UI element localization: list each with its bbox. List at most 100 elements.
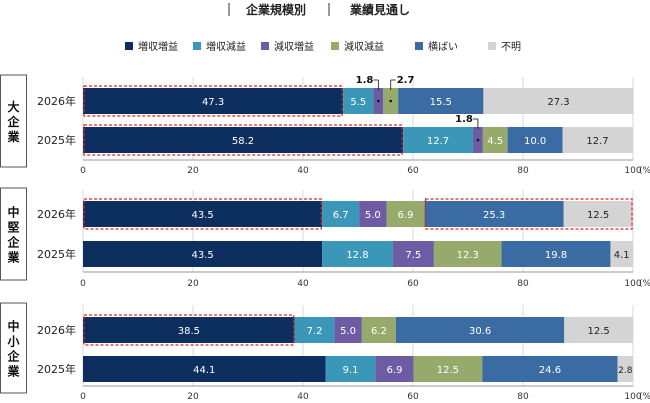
data-label: 43.5 (191, 210, 213, 221)
legend-item: 減収減益 (331, 40, 384, 53)
bar-segment (334, 317, 362, 343)
tick-label: 40 (297, 392, 309, 402)
highlight-box (424, 198, 633, 230)
group-label-char: 中 (7, 205, 19, 220)
legend-item: 増収増益 (125, 40, 178, 53)
group-label-box (0, 302, 27, 394)
data-label: 2.7 (397, 75, 415, 86)
data-label: 6.9 (398, 210, 414, 221)
axis-unit-label: (%) (639, 279, 650, 289)
bar-row: 2026年 43.5 6.7 5.0 6.9 25.3 12.5 (37, 198, 633, 230)
data-label: 7.5 (405, 250, 421, 261)
axis-unit-label: (%) (639, 166, 650, 176)
legend-item: 不明 (488, 41, 521, 53)
group-label-char: 中 (7, 319, 19, 334)
legend-swatch (331, 42, 339, 50)
legend-swatch (261, 42, 269, 50)
row-label: 2026年 (37, 94, 76, 108)
tick-label: 20 (187, 279, 199, 289)
group-label-char: 大 (7, 99, 19, 114)
bar-segment (563, 201, 633, 227)
bar-segment (322, 241, 393, 267)
bar-row: 2025年 43.5 12.8 7.5 12.3 19.8 4.1 (37, 241, 633, 267)
group-label-char: 企 (6, 349, 20, 364)
data-label: 43.5 (191, 250, 213, 261)
data-label: 4.1 (614, 250, 630, 261)
highlight-box (83, 85, 343, 117)
tick-label: 60 (407, 166, 419, 176)
data-label: 6.7 (333, 210, 349, 221)
legend-item: 減収増益 (261, 40, 314, 53)
data-label: 12.5 (437, 365, 459, 376)
legend-swatch (488, 42, 496, 50)
data-label: 47.3 (202, 97, 224, 108)
data-label: 12.7 (586, 136, 608, 147)
data-label: 10.0 (524, 136, 546, 147)
group-label: 中堅企業 (6, 205, 20, 265)
tick-label: 40 (297, 279, 309, 289)
data-marker (377, 99, 380, 103)
legend-swatch (193, 42, 201, 50)
bar-segment (83, 317, 295, 343)
bar-row: 2025年 58.2 12.7 1.8 4.5 10.0 12.7 (37, 114, 633, 156)
group-label-char: 小 (7, 334, 19, 349)
row-label: 2025年 (37, 133, 76, 147)
row-label: 2026年 (37, 323, 76, 337)
data-marker (389, 99, 393, 103)
bar-segment (562, 127, 633, 153)
data-label: 2.8 (618, 366, 633, 376)
bar-segment (610, 241, 633, 267)
data-label: 4.5 (487, 136, 503, 147)
bar-segment (501, 241, 611, 267)
bar-segment (482, 356, 618, 382)
row-label: 2026年 (37, 207, 76, 221)
highlight-box (83, 198, 322, 230)
axis-unit-label: (%) (639, 392, 650, 402)
legend-item: 横ばい (415, 40, 458, 53)
legend-label: 増収減益 (206, 40, 246, 53)
tick-label: 40 (297, 166, 309, 176)
data-label: 25.3 (483, 210, 505, 221)
tick-label: 0 (80, 166, 86, 176)
bar-segment (375, 356, 414, 382)
tick-label: 20 (187, 166, 199, 176)
bar-row: 2025年 44.1 9.1 6.9 12.5 24.6 2.8 (37, 356, 633, 382)
highlight-box (83, 124, 403, 156)
bar-segment (617, 356, 633, 382)
data-label: 6.2 (371, 326, 387, 337)
tick-label: 100 (624, 279, 641, 289)
data-label: 30.6 (469, 326, 491, 337)
row-label: 2025年 (37, 247, 76, 261)
data-label: 12.7 (427, 136, 449, 147)
legend-label: 減収増益 (274, 40, 314, 53)
data-label: 27.3 (547, 97, 569, 108)
group-label: 大企業 (6, 99, 20, 144)
bar-segment (83, 356, 326, 382)
group-label-char: 堅 (7, 221, 19, 235)
tick-label: 80 (517, 392, 529, 402)
tick-label: 100 (624, 166, 641, 176)
bar-segment (413, 356, 483, 382)
legend-swatch (125, 42, 133, 50)
header-right-title: 業績見通し (349, 2, 410, 17)
data-label: 12.3 (457, 250, 479, 261)
bar-segment (83, 127, 404, 153)
group-label-char: 業 (6, 364, 20, 379)
bar-segment (386, 201, 425, 227)
data-label: 15.5 (430, 97, 452, 108)
chart-panels: 大企業020406080100(%)2026年47.35.51.82.715.5… (0, 74, 650, 402)
data-marker (476, 138, 480, 142)
bar-segment (294, 317, 335, 343)
bar-segment (361, 317, 396, 343)
legend-label: 減収減益 (344, 40, 384, 53)
bar-row: 2026年 47.3 5.5 1.8 2.7 15.5 27.3 (37, 75, 634, 117)
chart-header: 企業規模別 業績見通し (228, 2, 410, 17)
bar-segment (398, 88, 484, 114)
bar-segment (482, 127, 508, 153)
data-label: 1.8 (356, 75, 374, 86)
bar-segment (83, 201, 323, 227)
data-label: 7.2 (307, 326, 323, 337)
bar-segment (395, 317, 565, 343)
group-label-char: 業 (6, 250, 20, 265)
